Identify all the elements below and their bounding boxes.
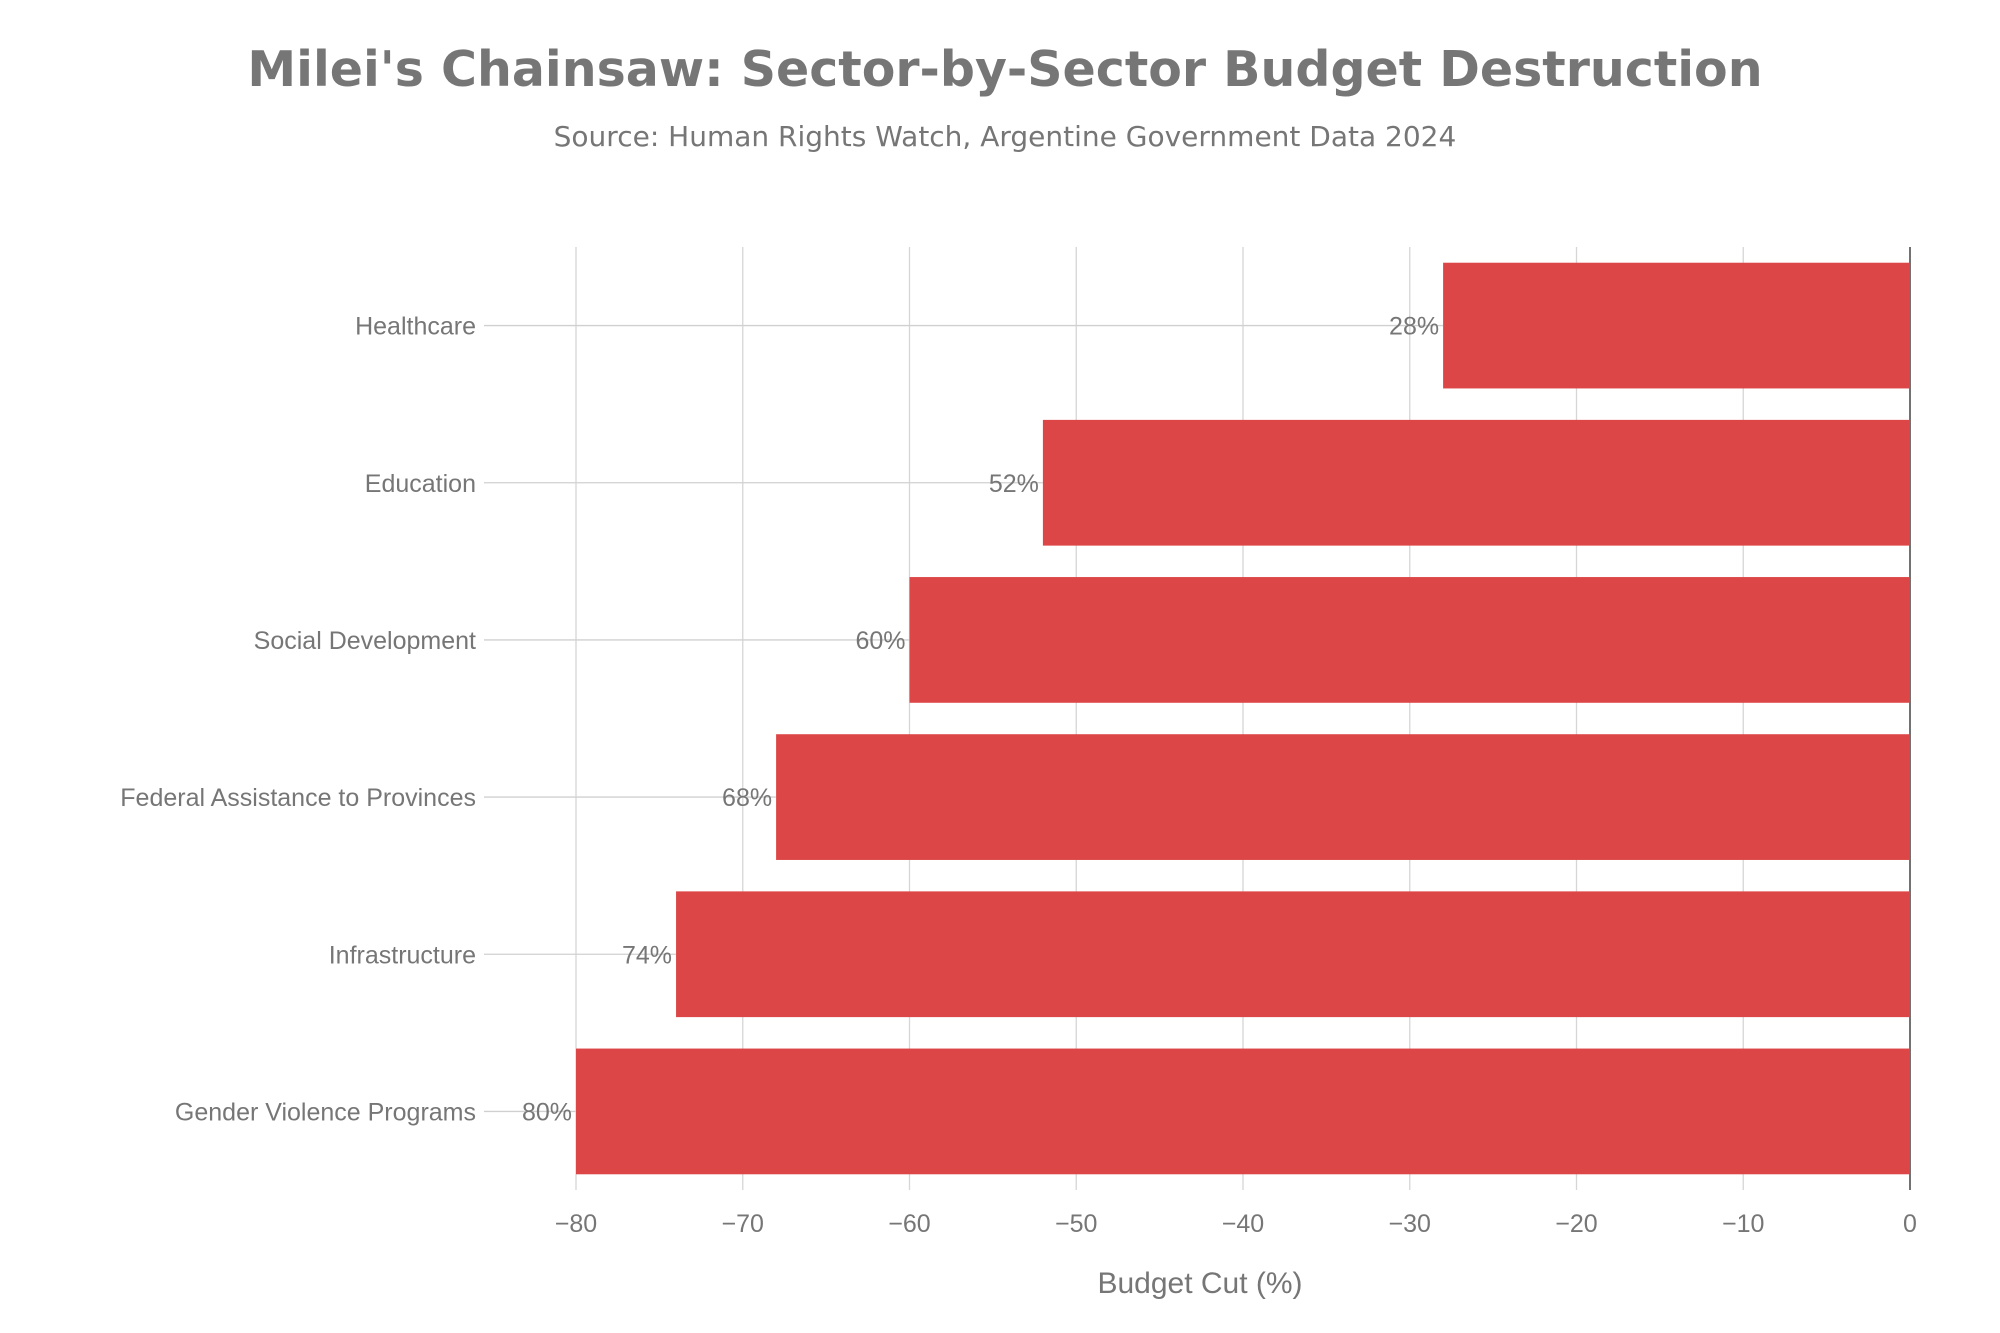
chart-title: Milei's Chainsaw: Sector-by-Sector Budge… xyxy=(247,41,1762,98)
gridlines xyxy=(484,247,1911,1190)
category-label: Federal Assistance to Provinces xyxy=(120,784,476,812)
bar xyxy=(676,891,1910,1018)
data-label: 68% xyxy=(722,784,772,812)
data-label: 80% xyxy=(522,1098,572,1126)
x-tick-label: −60 xyxy=(888,1210,930,1238)
data-label: 74% xyxy=(622,941,672,969)
category-label: Healthcare xyxy=(355,313,476,341)
x-tick-label: −80 xyxy=(555,1210,597,1238)
x-tick-label: −50 xyxy=(1055,1210,1097,1238)
category-label: Education xyxy=(365,470,476,498)
x-tick-label: −20 xyxy=(1555,1210,1597,1238)
x-tick-label: −70 xyxy=(722,1210,764,1238)
labels: −80 −70 −60 −50 −40 −30 −20 −10 0 Healthcare 28% Ed… xyxy=(120,313,1917,1238)
category-label: Gender Violence Programs xyxy=(175,1098,476,1126)
category-label: Infrastructure xyxy=(329,941,476,969)
bar xyxy=(1443,262,1910,389)
data-label: 28% xyxy=(1389,313,1439,341)
x-tick-label: −30 xyxy=(1389,1210,1431,1238)
bar xyxy=(776,734,1910,860)
bar xyxy=(1042,419,1910,546)
bars xyxy=(576,262,1910,1175)
x-tick-label: 0 xyxy=(1903,1210,1917,1238)
bar xyxy=(909,577,1910,703)
x-tick-label: −10 xyxy=(1722,1210,1764,1238)
bar xyxy=(576,1048,1910,1175)
x-axis-title: Budget Cut (%) xyxy=(1097,1267,1302,1300)
data-label: 52% xyxy=(989,470,1039,498)
category-label: Social Development xyxy=(254,627,476,655)
data-label: 60% xyxy=(855,627,905,655)
chart-subtitle: Source: Human Rights Watch, Argentine Go… xyxy=(554,120,1457,153)
x-tick-label: −40 xyxy=(1222,1210,1264,1238)
